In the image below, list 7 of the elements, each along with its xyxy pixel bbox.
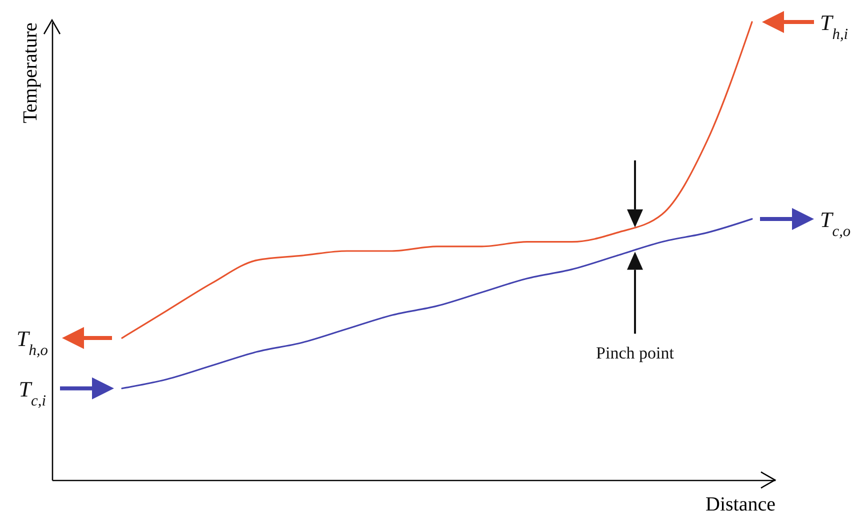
text: T$_{c,i}$ xyxy=(18,376,46,409)
text: T$_{c,o}$ xyxy=(820,206,851,240)
text: T$_{h,i}$ xyxy=(820,10,848,42)
x-axis-title: Distance xyxy=(706,494,776,516)
annotation: Pinch point xyxy=(596,344,674,363)
text: T$_{h,o}$ xyxy=(16,326,48,359)
y-axis-title: Temperature xyxy=(20,22,42,124)
